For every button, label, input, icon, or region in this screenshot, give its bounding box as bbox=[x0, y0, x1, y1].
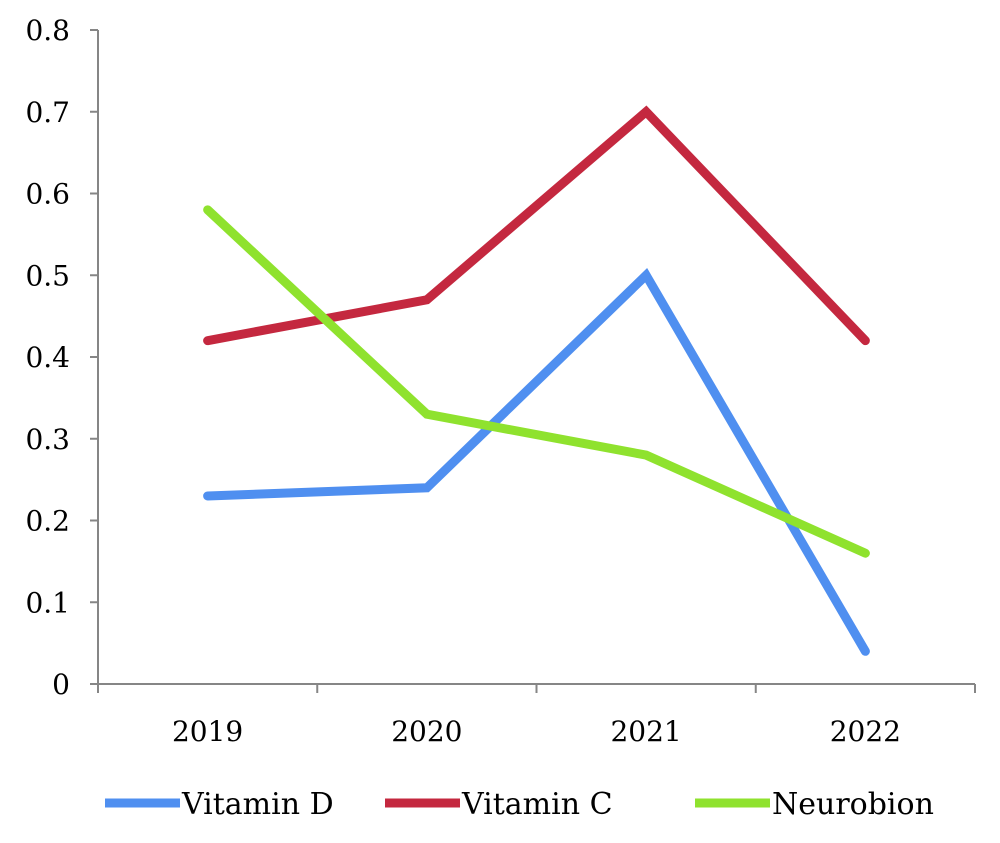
x-tick-label: 2019 bbox=[172, 715, 243, 748]
y-tick-label: 0.6 bbox=[25, 178, 70, 211]
x-tick-label: 2021 bbox=[610, 715, 681, 748]
y-tick-label: 0.2 bbox=[25, 505, 70, 538]
legend-label-vitamin-d: Vitamin D bbox=[181, 787, 334, 822]
y-tick-label: 0.3 bbox=[25, 423, 70, 456]
y-tick-label: 0 bbox=[52, 668, 70, 701]
x-axis-ticks: 2019 2020 2021 2022 bbox=[97, 684, 976, 748]
series-line-neurobion bbox=[203, 205, 870, 558]
legend: Vitamin D Vitamin C Neurobion bbox=[105, 787, 934, 822]
x-tick-label: 2022 bbox=[830, 715, 901, 748]
x-tick-label: 2020 bbox=[391, 715, 462, 748]
y-axis-ticks: 0 0.1 0.2 0.3 0.4 0.5 0.6 0.7 0.8 bbox=[25, 14, 98, 701]
series-line-vitamin-d bbox=[203, 268, 870, 656]
y-tick-label: 0.4 bbox=[25, 341, 70, 374]
y-tick-label: 0.1 bbox=[25, 586, 70, 619]
legend-label-neurobion: Neurobion bbox=[772, 787, 934, 822]
axes bbox=[97, 30, 975, 685]
series-line-vitamin-c bbox=[203, 105, 870, 346]
y-tick-label: 0.5 bbox=[25, 259, 70, 292]
series-lines bbox=[203, 105, 870, 656]
y-tick-label: 0.8 bbox=[25, 14, 70, 47]
legend-label-vitamin-c: Vitamin C bbox=[461, 787, 613, 822]
y-tick-label: 0.7 bbox=[25, 96, 70, 129]
